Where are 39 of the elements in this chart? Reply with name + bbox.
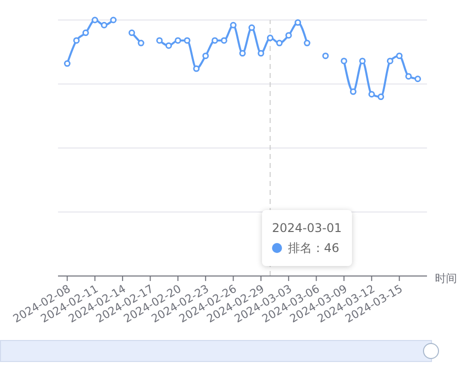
point: [92, 16, 98, 24]
point: [174, 37, 182, 44]
point: [230, 22, 237, 28]
point: [184, 37, 190, 44]
annotation: 2024-03-01: [272, 220, 342, 237]
point: [386, 58, 394, 64]
point: [193, 65, 200, 72]
point: [82, 30, 89, 36]
point: [165, 42, 172, 49]
point: [340, 58, 348, 64]
point: [128, 30, 136, 36]
point: [138, 40, 144, 46]
point: [294, 19, 302, 26]
point: [202, 52, 209, 60]
point: [414, 76, 422, 82]
point: [258, 50, 264, 57]
point: [110, 16, 117, 24]
point: [100, 22, 108, 28]
point: [276, 40, 283, 46]
point: [220, 37, 228, 44]
point: [304, 40, 310, 46]
point: [378, 94, 384, 100]
annotation: 排名：46: [288, 240, 340, 257]
point: [322, 52, 329, 60]
point: [350, 88, 356, 95]
point: [396, 52, 403, 60]
point: [285, 32, 292, 39]
point: [266, 34, 274, 42]
x-axis-title: 时间: [435, 272, 457, 285]
point: [212, 37, 218, 44]
point: [248, 24, 255, 31]
tooltip-card: 2024-03-01 排名：46: [262, 210, 352, 266]
point: [239, 50, 246, 57]
point: [405, 73, 412, 80]
point: [64, 60, 70, 67]
point: [156, 37, 163, 44]
point: [73, 37, 80, 44]
point: [359, 58, 366, 64]
point: [368, 90, 375, 98]
